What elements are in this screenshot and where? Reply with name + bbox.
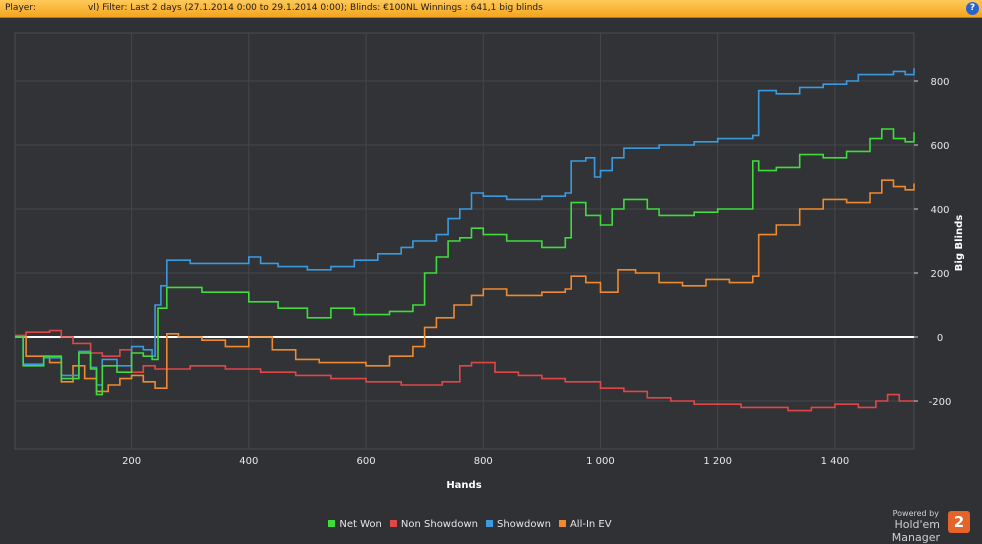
x-tick-label: 600: [356, 456, 375, 467]
legend-swatch: [328, 520, 336, 527]
plot-area: [14, 32, 915, 450]
winnings-chart: 200 400 600 800 1 000 1 200 1 400 -200 0 200 400 6…: [14, 32, 965, 491]
brand-name: Hold'em Manager: [891, 518, 940, 544]
y-tick-label: 800: [930, 77, 949, 88]
brand-logo-icon: 2: [948, 511, 970, 533]
x-tick-label: 1 000: [586, 456, 615, 467]
series-line-net-won: [15, 128, 915, 396]
legend-item[interactable]: Net Won: [328, 519, 382, 530]
y-tick-label: 400: [930, 205, 949, 216]
legend-swatch: [485, 520, 493, 527]
player-label: Player:: [5, 3, 36, 13]
y-axis-ticks: -200 0 200 400 600 800: [929, 77, 952, 408]
filter-summary: vl) Filter: Last 2 days (27.1.2014 0:00 …: [88, 3, 543, 13]
powered-by-text: Powered by: [892, 509, 939, 518]
y-tick-label: 200: [930, 269, 949, 280]
series-line-non-showdown: [15, 329, 914, 412]
series-line-all-in-ev: [15, 179, 915, 393]
y-axis-label: Big Blinds: [954, 215, 965, 271]
y-tick-label: -200: [929, 397, 952, 408]
x-tick-label: 1 200: [703, 456, 732, 467]
header-bar: Player: vl) Filter: Last 2 days (27.1.20…: [0, 0, 982, 18]
y-tick-label: 0: [937, 333, 943, 344]
legend-item[interactable]: Showdown: [485, 519, 551, 530]
x-axis-label: Hands: [446, 480, 481, 491]
x-tick-label: 800: [474, 456, 493, 467]
legend-swatch: [389, 520, 397, 527]
legend-item[interactable]: All-In EV: [558, 519, 612, 530]
y-tick-label: 600: [930, 141, 949, 152]
x-tick-label: 400: [239, 456, 258, 467]
legend-label: Showdown: [496, 519, 551, 530]
legend-label: Net Won: [339, 519, 382, 530]
help-icon[interactable]: ?: [966, 2, 979, 15]
x-axis-ticks: 200 400 600 800 1 000 1 200 1 400: [122, 456, 849, 467]
legend-swatch: [558, 520, 566, 527]
series-layer: [15, 68, 915, 412]
x-tick-label: 1 400: [821, 456, 850, 467]
x-tick-label: 200: [122, 456, 141, 467]
chart-legend: Net Won Non Showdown Showdown All-In EV: [0, 519, 940, 530]
legend-label: Non Showdown: [400, 519, 478, 530]
legend-label: All-In EV: [569, 519, 612, 530]
legend-item[interactable]: Non Showdown: [389, 519, 478, 530]
